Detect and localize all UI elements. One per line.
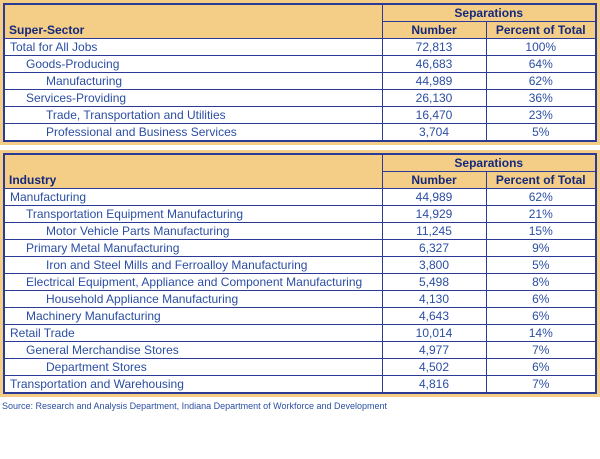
row-number: 26,130 — [381, 89, 487, 107]
source-note: Source: Research and Analysis Department… — [2, 401, 388, 411]
row-label: Transportation Equipment Manufacturing — [3, 205, 383, 223]
industry-table-frame: Industry Separations Number Percent of T… — [0, 150, 600, 397]
table-row: Machinery Manufacturing 4,643 6% — [3, 307, 597, 325]
table-row: Transportation and Warehousing 4,816 7% — [3, 375, 597, 394]
table-row: Retail Trade 10,014 14% — [3, 324, 597, 342]
group-header-separations: Separations — [381, 3, 597, 22]
supersector-table: Super-Sector Separations Number Percent … — [3, 3, 597, 142]
row-percent: 21% — [485, 205, 597, 223]
row-percent: 5% — [485, 256, 597, 274]
row-label: Electrical Equipment, Appliance and Comp… — [3, 273, 383, 291]
table-row: Manufacturing 44,989 62% — [3, 72, 597, 90]
row-label: Transportation and Warehousing — [3, 375, 383, 394]
row-percent: 100% — [485, 38, 597, 56]
row-label: Primary Metal Manufacturing — [3, 239, 383, 257]
row-label: Manufacturing — [3, 188, 383, 206]
row-label: Machinery Manufacturing — [3, 307, 383, 325]
row-label: Trade, Transportation and Utilities — [3, 106, 383, 124]
table-row: Professional and Business Services 3,704… — [3, 123, 597, 142]
table-row: Primary Metal Manufacturing 6,327 9% — [3, 239, 597, 257]
table-row: Total for All Jobs 72,813 100% — [3, 38, 597, 56]
col-header-number: Number — [381, 21, 487, 39]
row-percent: 62% — [485, 72, 597, 90]
row-number: 44,989 — [381, 188, 487, 206]
col-header-percent-of-total: Percent of Total — [485, 21, 597, 39]
row-label: General Merchandise Stores — [3, 341, 383, 359]
row-label: Goods-Producing — [3, 55, 383, 73]
table-row: Services-Providing 26,130 36% — [3, 89, 597, 107]
row-label: Retail Trade — [3, 324, 383, 342]
row-label: Services-Providing — [3, 89, 383, 107]
row-percent: 23% — [485, 106, 597, 124]
row-percent: 6% — [485, 358, 597, 376]
row-number: 11,245 — [381, 222, 487, 240]
table-row: Goods-Producing 46,683 64% — [3, 55, 597, 73]
table-row: Motor Vehicle Parts Manufacturing 11,245… — [3, 222, 597, 240]
table-row: General Merchandise Stores 4,977 7% — [3, 341, 597, 359]
col-header-super-sector: Super-Sector — [3, 3, 383, 39]
row-percent: 6% — [485, 290, 597, 308]
table-row: Electrical Equipment, Appliance and Comp… — [3, 273, 597, 291]
col-header-percent-of-total: Percent of Total — [485, 171, 597, 189]
row-number: 46,683 — [381, 55, 487, 73]
row-percent: 14% — [485, 324, 597, 342]
row-number: 4,977 — [381, 341, 487, 359]
row-number: 10,014 — [381, 324, 487, 342]
col-header-industry: Industry — [3, 153, 383, 189]
row-label: Motor Vehicle Parts Manufacturing — [3, 222, 383, 240]
supersector-table-frame: Super-Sector Separations Number Percent … — [0, 0, 600, 145]
row-number: 14,929 — [381, 205, 487, 223]
table-row: Transportation Equipment Manufacturing 1… — [3, 205, 597, 223]
row-percent: 6% — [485, 307, 597, 325]
row-number: 4,130 — [381, 290, 487, 308]
row-percent: 7% — [485, 375, 597, 394]
industry-table: Industry Separations Number Percent of T… — [3, 153, 597, 394]
col-header-number: Number — [381, 171, 487, 189]
row-number: 3,800 — [381, 256, 487, 274]
table-row: Department Stores 4,502 6% — [3, 358, 597, 376]
row-label: Professional and Business Services — [3, 123, 383, 142]
table-row: Iron and Steel Mills and Ferroalloy Manu… — [3, 256, 597, 274]
row-number: 72,813 — [381, 38, 487, 56]
row-number: 16,470 — [381, 106, 487, 124]
row-label: Department Stores — [3, 358, 383, 376]
row-percent: 8% — [485, 273, 597, 291]
row-label: Iron and Steel Mills and Ferroalloy Manu… — [3, 256, 383, 274]
row-number: 5,498 — [381, 273, 487, 291]
row-number: 44,989 — [381, 72, 487, 90]
table-row: Manufacturing 44,989 62% — [3, 188, 597, 206]
row-number: 4,502 — [381, 358, 487, 376]
table-row: Household Appliance Manufacturing 4,130 … — [3, 290, 597, 308]
row-number: 4,643 — [381, 307, 487, 325]
row-number: 4,816 — [381, 375, 487, 394]
row-percent: 36% — [485, 89, 597, 107]
row-percent: 62% — [485, 188, 597, 206]
row-number: 6,327 — [381, 239, 487, 257]
row-percent: 5% — [485, 123, 597, 142]
row-label: Manufacturing — [3, 72, 383, 90]
row-percent: 64% — [485, 55, 597, 73]
table-row: Trade, Transportation and Utilities 16,4… — [3, 106, 597, 124]
row-percent: 9% — [485, 239, 597, 257]
row-label: Total for All Jobs — [3, 38, 383, 56]
row-label: Household Appliance Manufacturing — [3, 290, 383, 308]
row-number: 3,704 — [381, 123, 487, 142]
group-header-separations: Separations — [381, 153, 597, 172]
row-percent: 7% — [485, 341, 597, 359]
row-percent: 15% — [485, 222, 597, 240]
